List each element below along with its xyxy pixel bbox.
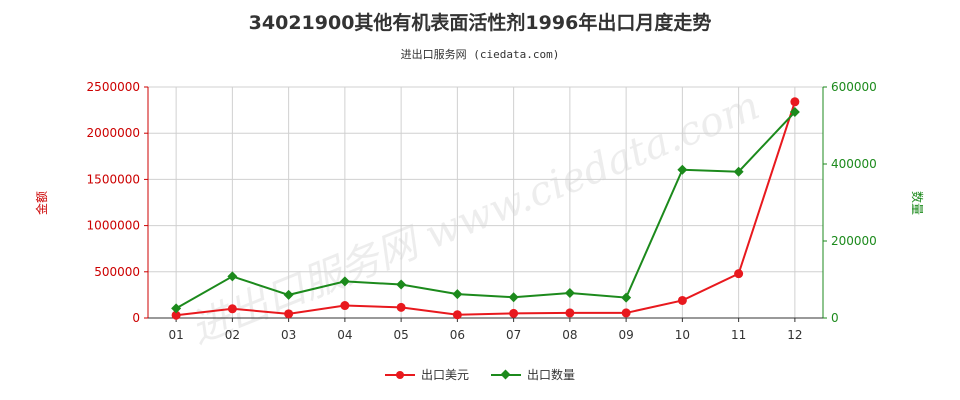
data-point-quantity xyxy=(396,279,407,290)
right-tick-label: 600000 xyxy=(831,80,877,94)
right-tick-label: 0 xyxy=(831,311,839,325)
left-axis-title: 金额 xyxy=(34,191,49,215)
data-point-usd xyxy=(677,295,687,305)
left-tick-label: 1500000 xyxy=(87,172,140,186)
x-tick-label: 03 xyxy=(281,328,296,342)
series-line-usd xyxy=(176,101,796,317)
right-axis-title: 数量 xyxy=(910,191,925,215)
data-point-usd xyxy=(621,308,631,318)
data-point-usd xyxy=(227,304,237,314)
data-point-quantity xyxy=(452,289,463,300)
x-tick-label: 10 xyxy=(675,328,690,342)
chart-subtitle: 进出口服务网 (ciedata.com) xyxy=(400,48,560,61)
data-point-quantity xyxy=(621,292,632,303)
left-tick-label: 1000000 xyxy=(87,219,140,233)
data-point-quantity xyxy=(677,164,688,175)
data-point-usd xyxy=(565,308,575,318)
x-tick-label: 08 xyxy=(562,328,577,342)
data-point-quantity xyxy=(789,107,800,118)
legend-item-quantity[interactable]: 出口数量 xyxy=(491,366,575,383)
data-point-quantity xyxy=(564,287,575,298)
data-point-usd xyxy=(340,301,350,311)
left-tick-label: 0 xyxy=(132,311,140,325)
x-tick-label: 02 xyxy=(225,328,240,342)
data-point-usd xyxy=(509,308,519,318)
data-point-quantity xyxy=(508,292,519,303)
data-point-quantity xyxy=(733,166,744,177)
series-line-quantity xyxy=(175,111,796,310)
data-point-quantity xyxy=(171,303,182,314)
x-tick-label: 05 xyxy=(393,328,408,342)
data-point-quantity xyxy=(339,276,350,287)
data-point-usd xyxy=(284,309,294,319)
right-tick-label: 200000 xyxy=(831,234,877,248)
data-point-quantity xyxy=(227,271,238,282)
left-tick-label: 2000000 xyxy=(87,126,140,140)
x-tick-label: 11 xyxy=(731,328,746,342)
data-point-usd xyxy=(452,310,462,320)
legend-swatch-quantity xyxy=(491,369,521,381)
data-point-usd xyxy=(790,97,800,107)
left-tick-label: 2500000 xyxy=(87,80,140,94)
data-point-usd xyxy=(171,310,181,320)
left-tick-label: 500000 xyxy=(94,265,140,279)
data-point-quantity xyxy=(283,289,294,300)
legend-label-usd: 出口美元 xyxy=(420,368,469,382)
right-tick-label: 400000 xyxy=(831,157,877,171)
legend: 出口美元 出口数量 xyxy=(0,366,960,383)
x-tick-label: 07 xyxy=(506,328,521,342)
legend-item-usd[interactable]: 出口美元 xyxy=(384,366,469,383)
x-tick-label: 06 xyxy=(450,328,465,342)
x-tick-label: 12 xyxy=(787,328,802,342)
data-point-usd xyxy=(734,269,744,279)
legend-label-quantity: 出口数量 xyxy=(527,368,576,382)
legend-swatch-usd xyxy=(384,369,415,381)
x-tick-label: 09 xyxy=(618,328,633,342)
chart-title: 34021900其他有机表面活性剂1996年出口月度走势 xyxy=(248,12,712,34)
x-tick-label: 04 xyxy=(337,328,352,342)
x-tick-label: 01 xyxy=(168,328,183,342)
data-point-usd xyxy=(396,302,406,312)
